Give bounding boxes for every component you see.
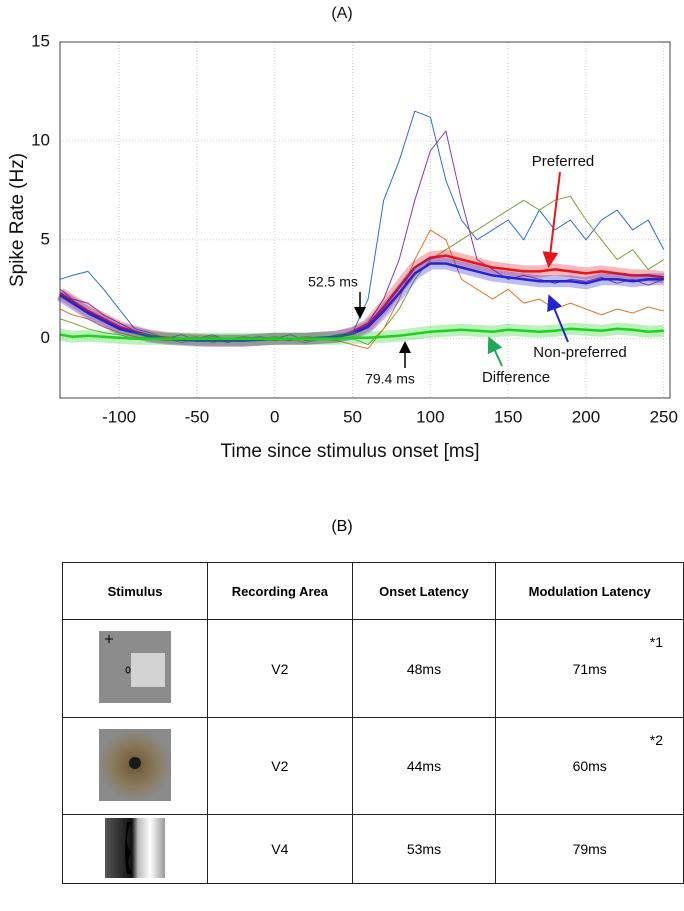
chart-title: (A) bbox=[331, 5, 352, 22]
y-tick-label: 5 bbox=[41, 229, 50, 248]
series-label-arrow bbox=[542, 171, 561, 268]
x-tick-label: -100 bbox=[102, 407, 136, 426]
cell: 79ms bbox=[495, 814, 684, 884]
x-tick-label: 250 bbox=[650, 407, 678, 426]
cell-text: 71ms bbox=[572, 660, 607, 677]
x-tick-label: 50 bbox=[343, 407, 362, 426]
cell: 60ms *2 bbox=[495, 717, 684, 815]
stimulus-image bbox=[105, 817, 166, 878]
stimulus-image bbox=[99, 631, 172, 703]
header-cell: Recording Area bbox=[207, 562, 353, 620]
series-label: Preferred bbox=[532, 153, 595, 170]
stimulus-cell bbox=[61, 717, 209, 815]
stimulus-cell bbox=[61, 814, 209, 884]
header-cell: Onset Latency bbox=[351, 562, 497, 620]
y-tick-label: 0 bbox=[41, 328, 50, 347]
trace-line bbox=[59, 110, 665, 344]
y-tick-label: 15 bbox=[31, 31, 50, 50]
cell: V2 bbox=[207, 619, 353, 718]
x-tick-label: 150 bbox=[494, 407, 522, 426]
cell: 48ms bbox=[351, 619, 497, 718]
x-tick-label: 200 bbox=[572, 407, 600, 426]
stimulus-image bbox=[99, 728, 172, 801]
cell: 71ms *1 bbox=[495, 619, 684, 718]
x-tick-label: 100 bbox=[416, 407, 444, 426]
y-tick-label: 10 bbox=[31, 130, 50, 149]
cell: V4 bbox=[207, 814, 353, 884]
x-tick-label: -50 bbox=[185, 407, 210, 426]
y-axis-label: Spike Rate (Hz) bbox=[7, 153, 28, 287]
table-title: (B) bbox=[331, 518, 353, 535]
note: *1 bbox=[649, 634, 663, 650]
series-label-arrow bbox=[547, 294, 569, 343]
table: Stimulus Recording Area Onset Latency Mo… bbox=[61, 562, 684, 884]
cell: 44ms bbox=[351, 717, 497, 815]
x-axis-label: Time since stimulus onset [ms] bbox=[220, 441, 479, 462]
x-tick-label: 0 bbox=[270, 407, 279, 426]
series-label: Non-preferred bbox=[533, 344, 626, 361]
header-cell: Modulation Latency bbox=[495, 562, 684, 620]
note: *2 bbox=[649, 732, 663, 748]
cell-text: 60ms bbox=[572, 758, 607, 774]
header-cell: Stimulus bbox=[61, 562, 209, 620]
chart: (A) Time since stimulus onset [ms] Spike… bbox=[7, 5, 678, 462]
series-label: Difference bbox=[482, 369, 550, 386]
series-label-arrow bbox=[487, 336, 503, 367]
plot-frame bbox=[59, 41, 671, 399]
stimulus-cell bbox=[61, 619, 209, 718]
annotation: 79.4 ms bbox=[365, 371, 415, 387]
cell: 53ms bbox=[351, 814, 497, 884]
cell: V2 bbox=[207, 717, 353, 815]
annotation: 52.5 ms bbox=[308, 274, 358, 290]
